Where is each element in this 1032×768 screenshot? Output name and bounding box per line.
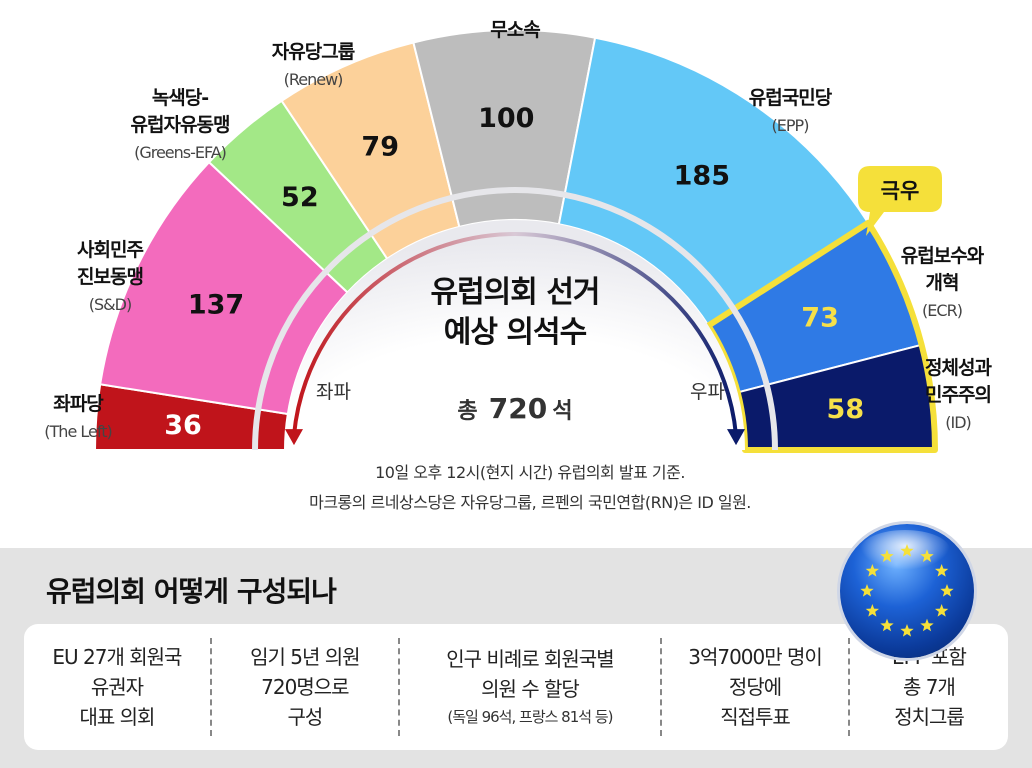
flag-star-icon bbox=[934, 564, 949, 577]
flag-star-icon bbox=[880, 618, 894, 632]
card-line: 유권자 bbox=[90, 675, 144, 699]
group-label-4: 자유당그룹 (Renew) bbox=[272, 41, 355, 89]
flag-star-icon bbox=[940, 584, 954, 597]
flag-star-icon bbox=[900, 544, 914, 557]
right-arrow-head bbox=[727, 429, 746, 446]
card-line: 정당에 bbox=[728, 675, 782, 699]
card-line: 3억7000만 명이 bbox=[688, 645, 823, 669]
group-label-6: 유럽국민당 (EPP) bbox=[749, 87, 833, 135]
flag-star-icon bbox=[920, 549, 934, 563]
group-label-7: 유럽보수와 개혁 (ECR) bbox=[901, 245, 985, 320]
card-line: 720명으로 bbox=[261, 675, 349, 699]
segment-value-8: 58 bbox=[827, 394, 865, 425]
flag-star-icon bbox=[860, 584, 874, 597]
inner-arc-shade bbox=[252, 187, 778, 451]
segment-value-4: 79 bbox=[361, 131, 399, 162]
total-seats: 총 720 석 bbox=[457, 392, 572, 425]
flag-star-icon bbox=[865, 604, 880, 617]
info-card-allocation: 인구 비례로 회원국별 의원 수 할당 (독일 96석, 프랑스 81석 등) bbox=[400, 638, 663, 736]
note-line-1: 10일 오후 12시(현지 시간) 유럽의회 발표 기준. bbox=[375, 463, 685, 482]
segment-value-1: 36 bbox=[164, 410, 202, 441]
segment-6 bbox=[557, 36, 870, 327]
right-label: 우파 bbox=[690, 381, 725, 403]
card-line: 구성 bbox=[287, 705, 323, 729]
segment-value-3: 52 bbox=[281, 182, 319, 213]
note-line-2: 마크롱의 르네상스당은 자유당그룹, 르펜의 국민연합(RN)은 ID 일원. bbox=[309, 493, 751, 512]
card-note: (독일 96석, 프랑스 81석 등) bbox=[447, 708, 613, 726]
flag-star-icon bbox=[934, 604, 949, 617]
chart-title: 유럽의회 선거 예상 의석수 bbox=[430, 275, 599, 350]
card-line: 임기 5년 의원 bbox=[250, 645, 360, 669]
info-title: 유럽의회 어떻게 구성되나 bbox=[46, 575, 337, 608]
far-right-badge-text: 극우 bbox=[881, 179, 920, 203]
segment-value-5: 100 bbox=[478, 103, 534, 134]
card-line: EU 27개 회원국 bbox=[52, 645, 182, 669]
card-line: 의원 수 할당 bbox=[481, 677, 580, 701]
flag-star-icon bbox=[900, 624, 914, 637]
segment-value-2: 137 bbox=[188, 289, 244, 320]
group-label-1: 좌파당 (The Left) bbox=[44, 393, 111, 441]
left-right-arrow bbox=[291, 232, 739, 436]
inner-area bbox=[285, 220, 745, 450]
segment-value-7: 73 bbox=[801, 303, 839, 334]
group-label-5: 무소속 bbox=[490, 19, 540, 41]
far-right-badge: 극우 bbox=[858, 166, 942, 236]
card-line: 정치그룹 bbox=[894, 705, 965, 729]
group-label-8: 정체성과 민주주의 (ID) bbox=[925, 357, 992, 432]
group-label-3: 녹색당-유럽자유동맹 (Greens-EFA) bbox=[131, 87, 230, 162]
left-arrow-head bbox=[284, 429, 303, 446]
group-label-2: 사회민주 진보동맹 (S&D) bbox=[77, 239, 143, 314]
info-card-voters: 3억7000만 명이 정당에 직접투표 bbox=[662, 638, 850, 736]
card-line: 인구 비례로 회원국별 bbox=[446, 647, 614, 671]
card-line: 총 7개 bbox=[903, 675, 956, 699]
info-cards: EU 27개 회원국 유권자 대표 의회 임기 5년 의원 720명으로 구성 … bbox=[24, 624, 1008, 750]
info-card-term: 임기 5년 의원 720명으로 구성 bbox=[212, 638, 400, 736]
card-line: 직접투표 bbox=[720, 705, 791, 729]
info-section: 유럽의회 어떻게 구성되나 EU 27개 회원국 유권자 대표 의회 임기 5년… bbox=[0, 548, 1032, 768]
flag-star-icon bbox=[920, 618, 934, 632]
flag-star-icon bbox=[880, 549, 894, 563]
card-line: 대표 의회 bbox=[79, 705, 155, 729]
left-label: 좌파 bbox=[316, 381, 351, 403]
info-card-members: EU 27개 회원국 유권자 대표 의회 bbox=[24, 638, 212, 736]
eu-flag-icon bbox=[840, 524, 974, 658]
seat-chart: 36 137 52 79 100 185 73 58 유럽의회 선거 예상 의석수 총 720 … bbox=[44, 19, 993, 512]
flag-star-icon bbox=[865, 564, 880, 577]
segment-value-6: 185 bbox=[674, 160, 730, 191]
